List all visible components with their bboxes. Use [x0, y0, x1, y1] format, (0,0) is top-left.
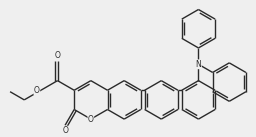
- Text: O: O: [55, 51, 60, 60]
- Text: O: O: [62, 126, 68, 135]
- Text: O: O: [88, 115, 94, 124]
- Text: O: O: [34, 86, 40, 95]
- Text: N: N: [196, 60, 201, 69]
